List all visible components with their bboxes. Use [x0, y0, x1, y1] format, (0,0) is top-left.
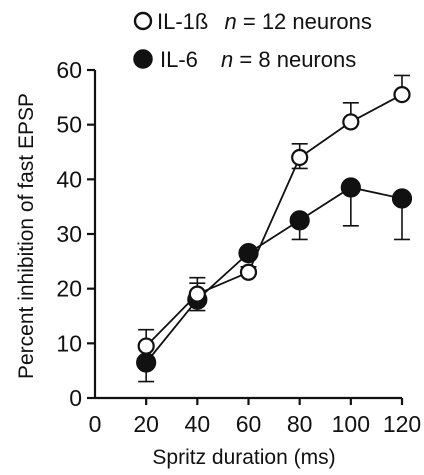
x-axis-title: Spritz duration (ms)	[152, 446, 335, 469]
data-point-il1b	[393, 85, 411, 104]
data-point-il6	[238, 243, 259, 264]
legend-entry-il6: IL-6 n = 8 neurons	[160, 47, 356, 72]
y-tick-label: 40	[56, 166, 82, 192]
data-point-il6	[289, 210, 310, 231]
legend-label-il1b: IL-1ß	[157, 9, 208, 34]
data-point-il1b	[342, 113, 360, 131]
data-point-il1b	[291, 148, 309, 167]
series-layer	[136, 74, 413, 383]
legend-item-il6: IL-6 n = 8 neurons	[133, 47, 356, 72]
x-tick-label: 40	[185, 411, 211, 437]
data-point-il1b	[137, 337, 155, 355]
x-tick-label: 20	[133, 411, 159, 437]
data-point-il6	[136, 352, 157, 373]
x-tick-label: 120	[383, 411, 421, 437]
legend-marker-filled-circle	[133, 49, 153, 69]
data-point-il1b	[239, 263, 258, 281]
legend-item-il1b: IL-1ß n = 12 neurons	[133, 9, 372, 34]
legend-n-symbol-il6: n	[221, 47, 233, 72]
legend-entry-il1b: IL-1ß n = 12 neurons	[157, 9, 372, 34]
y-tick-label: 50	[56, 112, 82, 138]
legend-label-il6: IL-6	[160, 47, 198, 72]
legend-n-symbol-il1b: n	[224, 9, 236, 34]
legend-marker-open-circle	[133, 11, 153, 31]
legend-n-text-il6: = 8 neurons	[239, 47, 356, 72]
data-point-il6	[340, 177, 361, 198]
data-point-il6	[391, 188, 413, 209]
y-axis-title: Percent inhibition of fast EPSP	[15, 93, 38, 379]
series-line-il1b	[145, 93, 403, 347]
axes: 0 10 20 30 40 50 60 0 20 40 60 80 100 120	[56, 57, 421, 437]
y-tick-label: 20	[56, 276, 82, 302]
legend-n-text-il1b: = 12 neurons	[243, 9, 372, 34]
x-tick-label: 100	[332, 411, 370, 437]
y-tick-label: 30	[56, 221, 82, 247]
data-point-il1b	[188, 285, 206, 303]
legend: IL-1ß n = 12 neurons IL-6 n = 8 neurons	[133, 9, 372, 72]
x-tick-label: 60	[236, 411, 262, 437]
y-tick-label: 60	[56, 57, 82, 83]
y-tick-label: 0	[69, 385, 82, 411]
x-tick-label: 0	[89, 411, 102, 437]
x-tick-label: 80	[287, 411, 313, 437]
y-tick-label: 10	[56, 330, 82, 356]
